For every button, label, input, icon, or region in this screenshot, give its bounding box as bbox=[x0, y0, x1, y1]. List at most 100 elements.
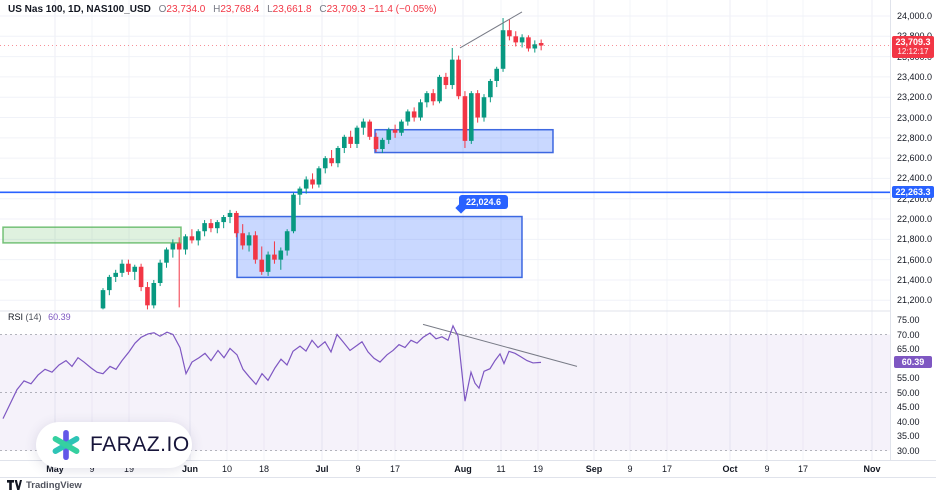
time-axis-day-label: 19 bbox=[532, 464, 544, 474]
candle-body bbox=[303, 179, 309, 189]
rsi-scale-label: 75.00 bbox=[897, 315, 920, 325]
time-axis-month-label: Jun bbox=[181, 464, 199, 474]
candle-body bbox=[342, 136, 347, 148]
bar-countdown: 12:12:17 bbox=[897, 46, 929, 56]
rsi-line bbox=[2, 324, 542, 419]
candle-body bbox=[100, 290, 106, 309]
candle-body bbox=[430, 93, 436, 102]
time-axis-day-label: 9 bbox=[89, 464, 95, 474]
green-zone[interactable] bbox=[2, 226, 182, 244]
high-value: 23,768.4 bbox=[220, 4, 260, 15]
candle-body bbox=[322, 158, 328, 169]
price-trendline[interactable] bbox=[459, 11, 523, 49]
candle-body bbox=[437, 76, 442, 102]
candle-body bbox=[424, 93, 430, 103]
symbol-title[interactable]: US Nas 100, 1D, NAS100_USD bbox=[8, 4, 151, 15]
candle-body bbox=[157, 262, 163, 284]
open-label: O bbox=[158, 4, 167, 15]
candle-body bbox=[335, 147, 341, 164]
candle-body bbox=[310, 179, 315, 185]
rsi-value-badge: 60.39 bbox=[894, 356, 932, 369]
price-scale-label: 21,200.0 bbox=[897, 295, 933, 306]
rsi-indicator-label[interactable]: RSI (14) 60.39 bbox=[8, 312, 71, 322]
candle-body bbox=[126, 263, 131, 272]
price-scale-label: 21,600.0 bbox=[897, 254, 933, 265]
candle-body bbox=[526, 37, 531, 49]
candle-body bbox=[208, 223, 214, 229]
time-axis-month-label: Aug bbox=[454, 464, 472, 474]
candle-body bbox=[145, 287, 150, 306]
candle-body bbox=[138, 266, 144, 288]
candle-body bbox=[532, 44, 538, 49]
hline-price-badge: 22,263.3 bbox=[892, 186, 934, 199]
candle-body bbox=[354, 127, 360, 144]
time-axis-day-label: 9 bbox=[764, 464, 770, 474]
time-axis-day-label: 17 bbox=[661, 464, 673, 474]
symbol-header[interactable]: US Nas 100, 1D, NAS100_USD O23,734.0 H23… bbox=[8, 4, 437, 15]
candle-body bbox=[265, 254, 271, 272]
rsi-trendline[interactable] bbox=[422, 323, 578, 367]
time-axis-month-label: Nov bbox=[863, 464, 881, 474]
price-scale-label: 23,200.0 bbox=[897, 92, 933, 103]
price-scale-label: 21,800.0 bbox=[897, 234, 933, 245]
time-axis[interactable]: May 9 19 Jun 10 18 Jul 9 17 Aug 11 19 Sep 9 17 Oct 9 17 No… bbox=[0, 461, 936, 477]
rsi-scale-label: 65.00 bbox=[897, 344, 920, 354]
candle-body bbox=[284, 231, 290, 251]
candle-body bbox=[494, 68, 499, 81]
rsi-value: 60.39 bbox=[48, 312, 71, 322]
candle-body bbox=[291, 194, 296, 232]
candle-body bbox=[170, 243, 176, 250]
candle-body bbox=[462, 96, 468, 141]
rsi-scale-label: 50.00 bbox=[897, 387, 920, 398]
candle-body bbox=[456, 59, 461, 97]
candle-body bbox=[386, 129, 392, 140]
candle-body bbox=[392, 129, 398, 133]
candle-body bbox=[513, 36, 519, 43]
low-value: 23,661.8 bbox=[272, 4, 312, 15]
tradingview-logo[interactable] bbox=[7, 480, 22, 490]
candle-body bbox=[195, 231, 201, 241]
price-scale[interactable]: 24,000.023,800.023,600.023,400.023,200.0… bbox=[891, 0, 936, 460]
candle-body bbox=[189, 236, 195, 241]
candle-body bbox=[329, 158, 334, 164]
candle-body bbox=[443, 76, 449, 86]
candle-body bbox=[132, 266, 138, 272]
price-scale-label: 22,000.0 bbox=[897, 214, 933, 225]
time-axis-day-label: 17 bbox=[389, 464, 401, 474]
candle-body bbox=[240, 233, 245, 246]
open-value: 23,734.0 bbox=[166, 4, 206, 15]
candle-body bbox=[507, 30, 512, 37]
rsi-params: (14) bbox=[25, 312, 42, 322]
price-scale-label: 22,800.0 bbox=[897, 132, 933, 143]
candle-body bbox=[164, 249, 169, 263]
demand-zone[interactable] bbox=[236, 215, 523, 279]
rsi-scale-label: 70.00 bbox=[897, 329, 920, 340]
candle-body bbox=[278, 250, 284, 260]
tradingview-brand[interactable]: TradingView bbox=[26, 479, 82, 491]
time-axis-day-label: 11 bbox=[496, 464, 506, 474]
candle-body bbox=[361, 121, 366, 128]
farazio-watermark: FARAZ.IO bbox=[36, 422, 192, 468]
change-value: −11.4 (−0.05%) bbox=[368, 4, 437, 15]
footer-bar: TradingView bbox=[0, 477, 936, 492]
close-label: C bbox=[319, 4, 327, 15]
low-label: L bbox=[267, 4, 273, 15]
candle-body bbox=[176, 243, 182, 250]
candle-body bbox=[119, 263, 125, 273]
price-level-callout[interactable]: 22,024.6 bbox=[455, 195, 509, 214]
candle-body bbox=[399, 121, 404, 133]
candle-body bbox=[469, 93, 474, 141]
time-axis-day-label: 10 bbox=[221, 464, 233, 474]
candle-body bbox=[367, 121, 372, 137]
candle-body bbox=[475, 93, 480, 118]
price-scale-label: 21,400.0 bbox=[897, 274, 933, 285]
watermark-text: FARAZ.IO bbox=[90, 433, 190, 456]
candle-body bbox=[113, 272, 118, 277]
callout-value: 22,024.6 bbox=[466, 197, 502, 207]
candle-body bbox=[519, 37, 525, 43]
candle-body bbox=[316, 168, 322, 185]
candle-body bbox=[405, 111, 411, 122]
time-axis-day-label: 17 bbox=[797, 464, 809, 474]
time-axis-day-label: 18 bbox=[258, 464, 270, 474]
